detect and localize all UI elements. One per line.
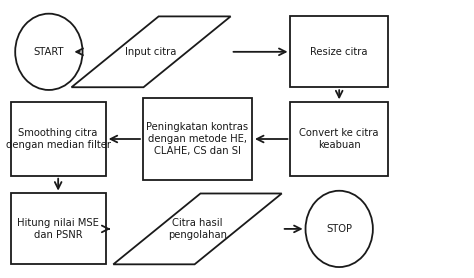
- Polygon shape: [10, 193, 106, 264]
- Polygon shape: [113, 193, 282, 264]
- Text: Citra hasil
pengolahan: Citra hasil pengolahan: [168, 218, 227, 240]
- Polygon shape: [10, 102, 106, 176]
- Text: Resize citra: Resize citra: [310, 47, 368, 57]
- Polygon shape: [143, 98, 252, 180]
- Text: STOP: STOP: [326, 224, 352, 234]
- Text: Smoothing citra
dengan median filter: Smoothing citra dengan median filter: [6, 128, 110, 150]
- Polygon shape: [72, 16, 231, 87]
- Text: Peningkatan kontras
dengan metode HE,
CLAHE, CS dan SI: Peningkatan kontras dengan metode HE, CL…: [146, 122, 248, 156]
- Ellipse shape: [15, 14, 82, 90]
- Ellipse shape: [306, 191, 373, 267]
- Text: Input citra: Input citra: [126, 47, 177, 57]
- Text: START: START: [34, 47, 64, 57]
- Text: Hitung nilai MSE
dan PSNR: Hitung nilai MSE dan PSNR: [17, 218, 99, 240]
- Polygon shape: [291, 102, 388, 176]
- Polygon shape: [291, 16, 388, 87]
- Text: Convert ke citra
keabuan: Convert ke citra keabuan: [300, 128, 379, 150]
